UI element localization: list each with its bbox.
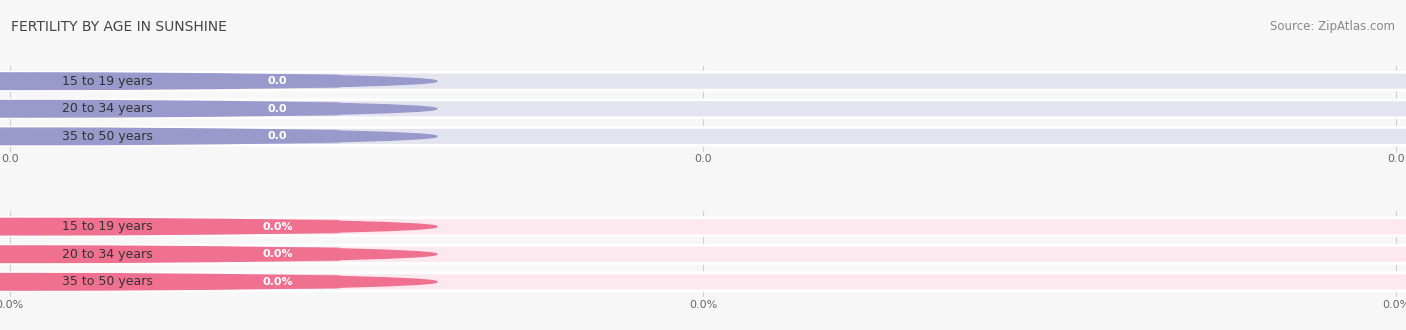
Text: 35 to 50 years: 35 to 50 years xyxy=(62,130,153,143)
FancyBboxPatch shape xyxy=(0,129,256,144)
Circle shape xyxy=(0,101,437,117)
FancyBboxPatch shape xyxy=(0,127,1406,145)
Text: FERTILITY BY AGE IN SUNSHINE: FERTILITY BY AGE IN SUNSHINE xyxy=(11,20,228,34)
FancyBboxPatch shape xyxy=(0,219,256,234)
Text: 20 to 34 years: 20 to 34 years xyxy=(62,248,153,261)
FancyBboxPatch shape xyxy=(0,218,1406,236)
FancyBboxPatch shape xyxy=(0,245,1406,263)
FancyBboxPatch shape xyxy=(215,102,340,116)
Text: 0.0: 0.0 xyxy=(267,76,287,86)
Circle shape xyxy=(0,246,437,262)
FancyBboxPatch shape xyxy=(0,74,256,89)
FancyBboxPatch shape xyxy=(0,72,1406,90)
FancyBboxPatch shape xyxy=(215,247,340,261)
Circle shape xyxy=(0,73,437,89)
FancyBboxPatch shape xyxy=(0,101,256,116)
Text: 20 to 34 years: 20 to 34 years xyxy=(62,102,153,115)
Text: 15 to 19 years: 15 to 19 years xyxy=(62,220,153,233)
FancyBboxPatch shape xyxy=(215,219,340,234)
FancyBboxPatch shape xyxy=(0,274,256,289)
FancyBboxPatch shape xyxy=(215,129,340,144)
FancyBboxPatch shape xyxy=(0,247,256,262)
Circle shape xyxy=(0,218,437,235)
FancyBboxPatch shape xyxy=(0,273,1406,291)
Text: 15 to 19 years: 15 to 19 years xyxy=(62,75,153,88)
FancyBboxPatch shape xyxy=(215,275,340,289)
Text: 0.0: 0.0 xyxy=(267,104,287,114)
Circle shape xyxy=(0,274,437,290)
Text: 35 to 50 years: 35 to 50 years xyxy=(62,275,153,288)
Text: Source: ZipAtlas.com: Source: ZipAtlas.com xyxy=(1270,20,1395,33)
Text: 0.0%: 0.0% xyxy=(262,249,292,259)
FancyBboxPatch shape xyxy=(0,100,1406,118)
Text: 0.0%: 0.0% xyxy=(262,222,292,232)
Text: 0.0: 0.0 xyxy=(267,131,287,141)
Circle shape xyxy=(0,128,437,145)
Text: 0.0%: 0.0% xyxy=(262,277,292,287)
FancyBboxPatch shape xyxy=(215,74,340,88)
